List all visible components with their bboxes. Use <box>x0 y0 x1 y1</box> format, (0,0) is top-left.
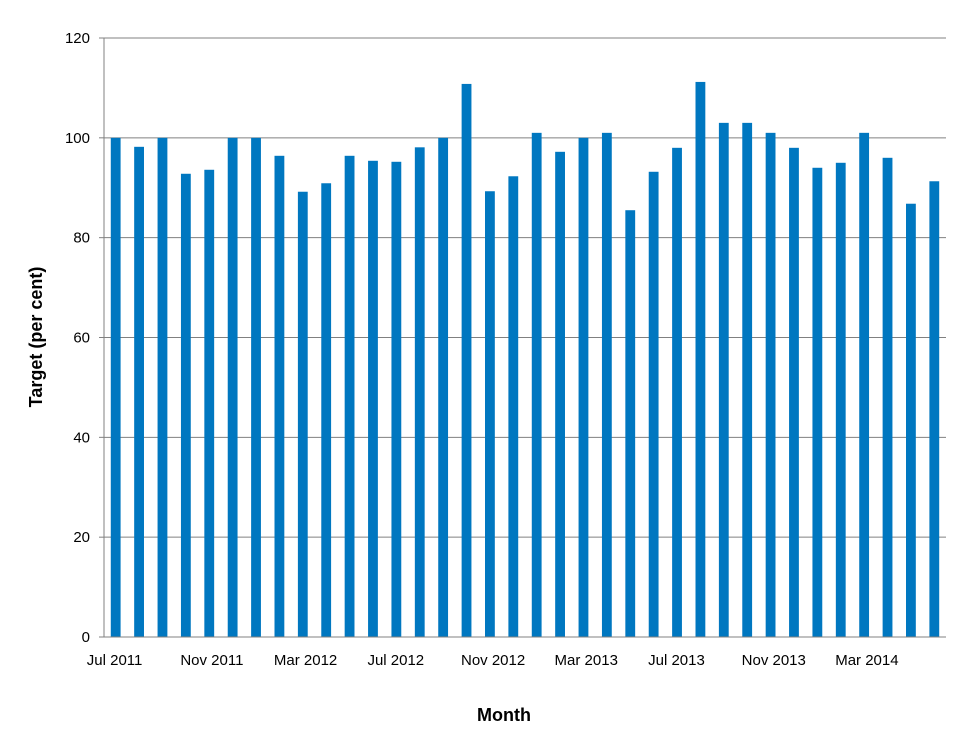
x-tick-label: Mar 2014 <box>835 652 898 669</box>
bar-sep-2011 <box>157 137 168 637</box>
bar-mar-2013 <box>578 137 589 637</box>
y-tick-label: 100 <box>65 130 90 147</box>
bar-oct-2013 <box>742 122 753 638</box>
x-tick-label: Mar 2012 <box>274 652 337 669</box>
bar-apr-2014 <box>882 157 893 638</box>
y-axis-title: Target (per cent) <box>26 267 46 408</box>
bar-feb-2014 <box>835 162 846 638</box>
x-tick-label: Mar 2013 <box>555 652 618 669</box>
x-tick-labels: Jul 2011 Nov 2011 Mar 2012 Jul 2012 Nov 2012… <box>87 652 899 669</box>
bar-jul-2013 <box>672 147 682 637</box>
bar-jul-2011 <box>110 137 121 637</box>
y-tick-label: 40 <box>73 429 90 446</box>
bar-apr-2012 <box>321 183 332 637</box>
y-tick-label: 60 <box>73 330 90 347</box>
bar-aug-2013 <box>695 81 706 638</box>
bar-aug-2012 <box>414 147 425 637</box>
bar-apr-2013 <box>601 132 612 637</box>
bar-dec-2013 <box>789 147 799 637</box>
axes <box>99 37 946 638</box>
bar-oct-2012 <box>461 83 472 638</box>
bar-jun-2014 <box>929 181 940 637</box>
y-tick-label: 80 <box>73 230 90 247</box>
bar-may-2014 <box>906 203 916 637</box>
bar-feb-2012 <box>274 155 285 638</box>
bar-sep-2013 <box>718 122 729 638</box>
x-tick-label: Jul 2012 <box>367 652 424 669</box>
y-tick-label: 20 <box>73 529 90 546</box>
bar-aug-2011 <box>134 146 144 637</box>
bar-dec-2012 <box>508 176 519 637</box>
bar-jun-2012 <box>368 160 378 638</box>
x-tick-label: Jul 2011 <box>87 652 143 669</box>
bar-sep-2012 <box>438 137 449 637</box>
bar-may-2012 <box>344 155 355 638</box>
bar-jan-2012 <box>251 137 261 637</box>
gridlines <box>104 37 946 538</box>
x-tick-label: Nov 2012 <box>461 652 525 669</box>
bar-feb-2013 <box>555 151 565 637</box>
bar-nov-2012 <box>485 191 495 638</box>
y-tick-label: 120 <box>65 30 90 47</box>
x-tick-label: Jul 2013 <box>648 652 705 669</box>
x-axis-title: Month <box>477 705 531 725</box>
bar-jun-2013 <box>648 171 659 637</box>
bar-jan-2014 <box>812 167 823 637</box>
bar-oct-2011 <box>180 173 191 637</box>
bar-mar-2014 <box>859 132 870 637</box>
bar-jan-2013 <box>531 132 542 637</box>
bar-dec-2011 <box>227 137 238 637</box>
y-tick-labels: 0 20 40 60 80 100 120 <box>65 30 90 646</box>
x-tick-label: Nov 2013 <box>742 652 806 669</box>
x-tick-label: Nov 2011 <box>180 652 243 669</box>
bars <box>110 81 940 638</box>
bar-jul-2012 <box>391 161 402 638</box>
bar-nov-2011 <box>204 169 215 637</box>
bar-nov-2013 <box>765 132 776 637</box>
bar-may-2013 <box>625 210 636 637</box>
bar-mar-2012 <box>297 191 308 638</box>
y-tick-label: 0 <box>82 629 90 646</box>
